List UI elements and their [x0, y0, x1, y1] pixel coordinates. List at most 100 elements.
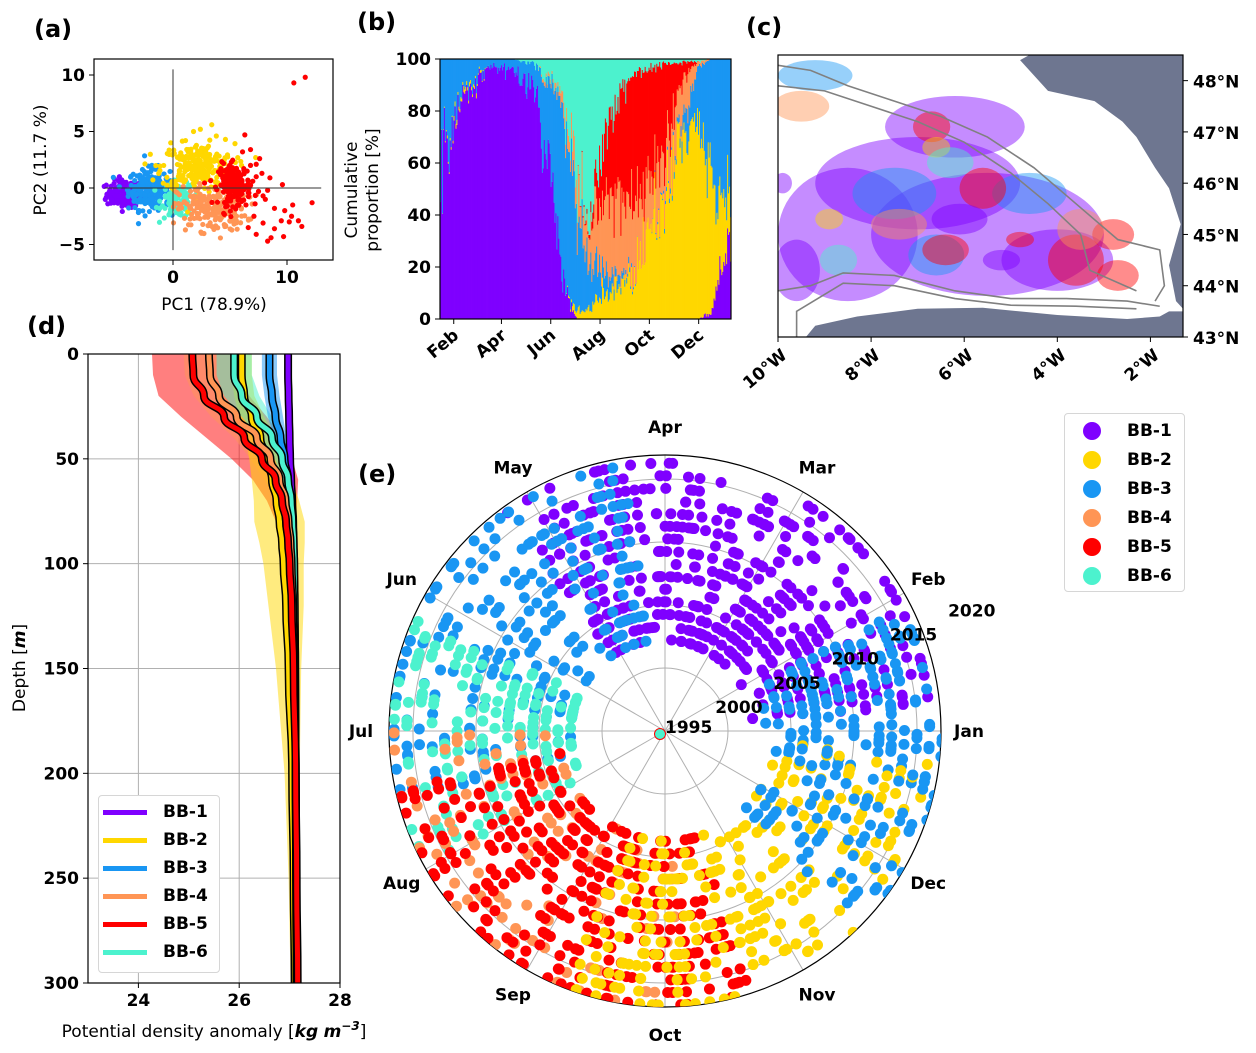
- proportion-bar-segment: [645, 167, 648, 230]
- polar-point: [454, 809, 466, 821]
- proportion-bar-segment: [544, 82, 547, 88]
- polar-point: [873, 737, 885, 749]
- polar-grid: [388, 454, 942, 1008]
- proportion-bar-segment: [672, 63, 675, 94]
- proportion-bar-segment: [705, 61, 708, 159]
- pca-point: [267, 175, 273, 181]
- pca-point: [229, 172, 236, 178]
- proportion-bar-segment: [656, 239, 658, 319]
- proportion-bar-segment: [696, 126, 698, 319]
- pca-point: [188, 205, 194, 211]
- pca-point: [223, 204, 229, 210]
- pca-point: [235, 182, 241, 189]
- polar-point: [587, 506, 599, 518]
- legend-marker: [1083, 509, 1101, 527]
- pca-point: [169, 205, 175, 211]
- polar-point: [514, 729, 526, 741]
- proportion-bar-segment: [626, 59, 628, 84]
- pca-point: [203, 206, 209, 212]
- polar-point: [500, 898, 512, 910]
- polar-point: [925, 802, 937, 814]
- polar-point: [804, 516, 816, 528]
- pca-point: [212, 205, 218, 211]
- proportion-bar-segment: [604, 275, 607, 297]
- polar-point: [841, 587, 853, 599]
- proportion-bar-segment: [677, 90, 680, 119]
- polar-point: [619, 511, 631, 523]
- polar-point: [445, 635, 457, 647]
- polar-point: [903, 825, 915, 837]
- polar-point: [762, 506, 774, 518]
- polar-point: [689, 561, 701, 573]
- pca-point: [156, 219, 163, 225]
- proportion-bar-segment: [606, 149, 609, 195]
- pca-point: [138, 189, 144, 195]
- proportion-bar-segment: [716, 59, 718, 213]
- proportion-bar-segment: [656, 63, 658, 164]
- pca-point: [148, 187, 154, 193]
- pca-point: [233, 182, 239, 189]
- polar-point: [464, 830, 476, 842]
- pca-point: [220, 161, 226, 167]
- pca-point: [230, 176, 236, 182]
- polar-point: [885, 698, 897, 710]
- polar-point: [482, 932, 494, 944]
- proportion-bar-segment: [694, 60, 696, 65]
- polar-point: [490, 869, 502, 881]
- pca-point: [239, 178, 245, 184]
- polar-point: [553, 844, 565, 856]
- proportion-bar-segment: [632, 291, 634, 295]
- pca-point: [205, 173, 211, 179]
- polar-point: [821, 820, 833, 832]
- pca-point: [207, 220, 213, 226]
- pca-point: [245, 177, 251, 183]
- pca-point: [191, 193, 197, 199]
- density-y-axis-label: Depth [m]: [10, 624, 30, 712]
- proportion-bar-segment: [663, 190, 665, 194]
- proportion-bar-segment: [617, 96, 619, 178]
- proportion-bar-segment: [509, 59, 512, 69]
- polar-point: [898, 803, 910, 815]
- proportion-bar-segment: [711, 59, 713, 168]
- cluster-density-blob: [913, 111, 951, 143]
- proportion-bar-segment: [610, 293, 613, 319]
- proportion-bar-segment: [682, 114, 684, 130]
- proportion-bar-segment: [588, 234, 590, 239]
- pca-point: [245, 182, 251, 188]
- pca-point: [180, 156, 186, 163]
- proportion-bar-segment: [611, 106, 614, 197]
- polar-point: [753, 530, 765, 542]
- polar-point: [697, 629, 709, 641]
- polar-point: [673, 961, 685, 973]
- proportion-bar-segment: [567, 128, 569, 149]
- pca-point: [144, 171, 150, 178]
- polar-point: [671, 521, 683, 533]
- polar-point: [773, 557, 785, 569]
- polar-point: [523, 868, 535, 880]
- proportion-bar-segment: [493, 62, 495, 320]
- land-france: [1020, 55, 1183, 309]
- proportion-bar-segment: [567, 148, 569, 286]
- polar-point: [612, 512, 624, 524]
- polar-point: [761, 673, 773, 685]
- proportion-bar-segment: [502, 70, 504, 319]
- polar-point: [487, 885, 499, 897]
- pca-point: [262, 196, 268, 202]
- pca-point: [156, 182, 162, 188]
- pca-point: [147, 180, 154, 186]
- polar-point: [439, 748, 451, 760]
- polar-point: [807, 818, 819, 830]
- proportion-bar-segment: [500, 59, 502, 68]
- proportion-bar-segment: [452, 140, 454, 144]
- polar-point: [663, 457, 675, 469]
- polar-point: [591, 883, 603, 895]
- pca-point: [155, 193, 162, 199]
- pca-point: [144, 177, 150, 183]
- pca-point: [234, 193, 240, 199]
- polar-point: [584, 561, 596, 573]
- polar-point: [760, 628, 772, 640]
- polar-month-label: Mar: [799, 459, 836, 479]
- proportion-bar-segment: [601, 256, 604, 278]
- pca-point: [213, 202, 220, 209]
- proportion-bar-segment: [671, 63, 674, 129]
